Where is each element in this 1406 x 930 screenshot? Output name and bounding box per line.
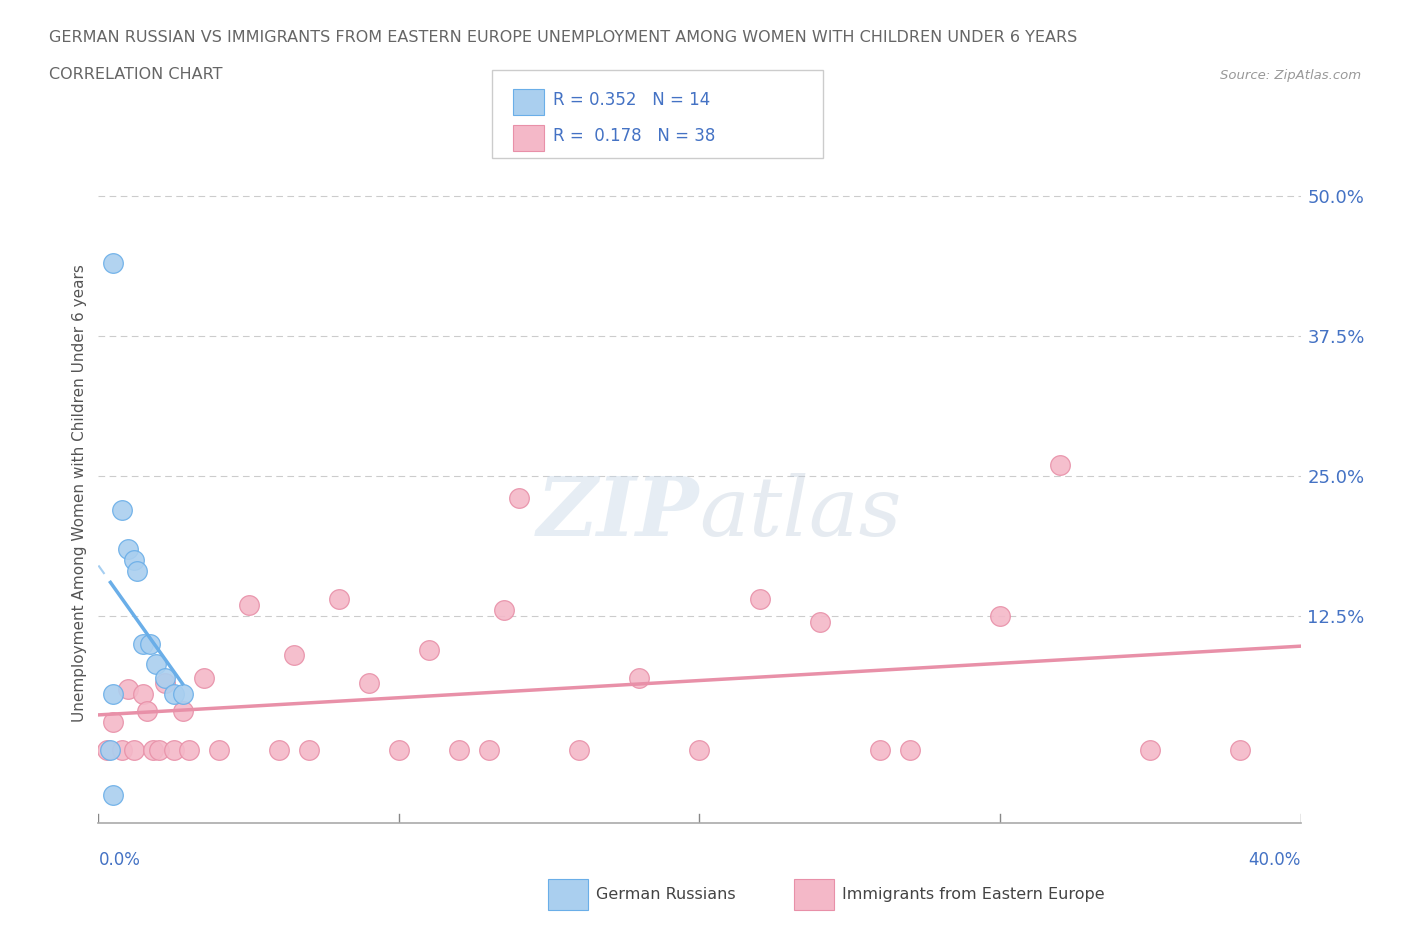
Point	[418, 642, 440, 657]
Point	[162, 743, 184, 758]
Point	[132, 687, 155, 702]
Point	[124, 743, 146, 758]
Point	[135, 704, 157, 719]
Point	[238, 597, 260, 612]
Point	[1229, 743, 1251, 758]
Point	[808, 614, 831, 629]
Point	[103, 687, 125, 702]
Point	[145, 657, 167, 671]
Point	[153, 671, 176, 685]
Text: Source: ZipAtlas.com: Source: ZipAtlas.com	[1220, 69, 1361, 82]
Point	[117, 682, 139, 697]
Point	[328, 591, 350, 606]
Text: atlas: atlas	[700, 472, 901, 552]
Text: 0.0%: 0.0%	[98, 851, 141, 869]
Point	[357, 676, 380, 691]
Point	[283, 647, 305, 662]
Point	[1139, 743, 1161, 758]
Point	[988, 608, 1011, 623]
Point	[103, 715, 125, 730]
Point	[298, 743, 321, 758]
Point	[96, 743, 118, 758]
Point	[124, 552, 146, 567]
Point	[132, 636, 155, 651]
Text: ZIP: ZIP	[537, 472, 700, 552]
Point	[103, 256, 125, 271]
Point	[388, 743, 411, 758]
Point	[141, 743, 163, 758]
Point	[898, 743, 921, 758]
Point	[478, 743, 501, 758]
Point	[103, 788, 125, 803]
Point	[127, 564, 149, 578]
Text: R = 0.352   N = 14: R = 0.352 N = 14	[553, 91, 710, 110]
Point	[193, 671, 215, 685]
Text: R =  0.178   N = 38: R = 0.178 N = 38	[553, 126, 714, 145]
Point	[162, 687, 184, 702]
Point	[267, 743, 290, 758]
Point	[117, 541, 139, 556]
Point	[148, 743, 170, 758]
Point	[628, 671, 651, 685]
Point	[447, 743, 470, 758]
Point	[100, 743, 122, 758]
Point	[172, 687, 194, 702]
Text: CORRELATION CHART: CORRELATION CHART	[49, 67, 222, 82]
Point	[508, 491, 530, 506]
Point	[748, 591, 770, 606]
Point	[568, 743, 591, 758]
Point	[1049, 458, 1071, 472]
Text: Immigrants from Eastern Europe: Immigrants from Eastern Europe	[842, 887, 1105, 902]
Point	[138, 636, 160, 651]
Text: GERMAN RUSSIAN VS IMMIGRANTS FROM EASTERN EUROPE UNEMPLOYMENT AMONG WOMEN WITH C: GERMAN RUSSIAN VS IMMIGRANTS FROM EASTER…	[49, 30, 1077, 45]
Point	[869, 743, 891, 758]
Point	[153, 676, 176, 691]
Point	[172, 704, 194, 719]
Point	[177, 743, 200, 758]
Point	[689, 743, 711, 758]
Text: German Russians: German Russians	[596, 887, 735, 902]
Point	[111, 502, 134, 517]
Text: 40.0%: 40.0%	[1249, 851, 1301, 869]
Y-axis label: Unemployment Among Women with Children Under 6 years: Unemployment Among Women with Children U…	[72, 264, 87, 722]
Point	[208, 743, 231, 758]
Point	[111, 743, 134, 758]
Point	[494, 603, 516, 618]
